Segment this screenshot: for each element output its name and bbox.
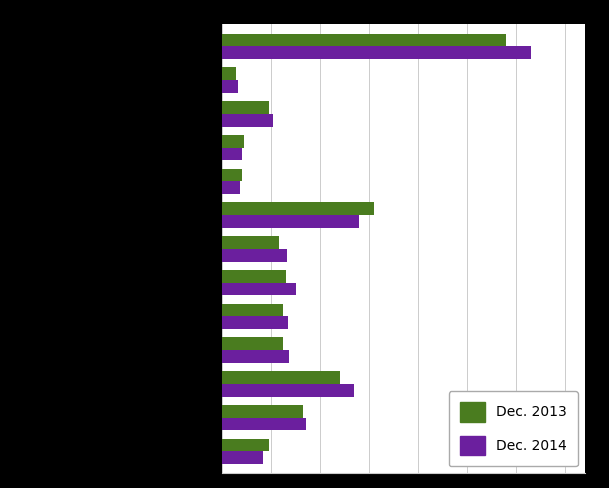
Legend: Dec. 2013, Dec. 2014: Dec. 2013, Dec. 2014 — [449, 391, 578, 467]
Bar — [222, 451, 264, 464]
Bar — [222, 203, 374, 215]
Bar — [222, 215, 359, 228]
Bar — [222, 182, 240, 194]
Bar — [222, 101, 269, 114]
Bar — [222, 316, 288, 329]
Bar — [222, 371, 340, 384]
Bar — [222, 80, 238, 93]
Bar — [222, 418, 306, 430]
Bar — [222, 249, 287, 262]
Bar — [222, 337, 283, 350]
Bar — [222, 147, 242, 161]
Bar — [222, 283, 296, 295]
Bar — [222, 439, 269, 451]
Bar — [222, 34, 506, 46]
Bar — [222, 270, 286, 283]
Bar — [222, 384, 354, 397]
Bar — [222, 405, 303, 418]
Bar — [222, 46, 531, 59]
Bar — [222, 304, 283, 316]
Bar — [222, 236, 279, 249]
Bar — [222, 350, 289, 363]
Bar — [222, 67, 236, 80]
Bar — [222, 114, 273, 127]
Bar — [222, 135, 244, 147]
Bar — [222, 168, 242, 182]
